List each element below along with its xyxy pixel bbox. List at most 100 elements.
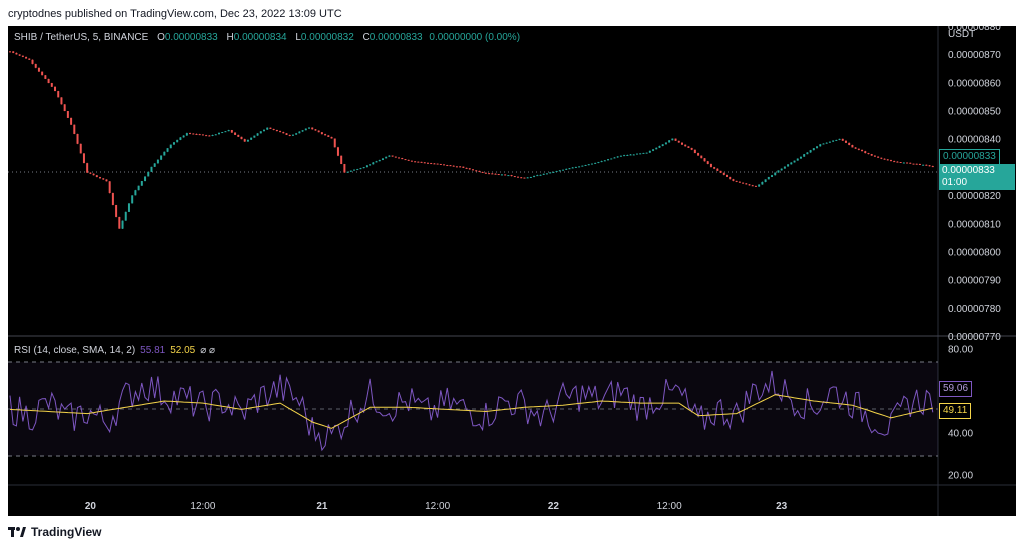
candle	[488, 173, 491, 175]
symbol-name[interactable]: SHIB / TetherUS, 5, BINANCE	[14, 32, 149, 43]
candle	[410, 160, 413, 162]
chart-frame[interactable]: 0.00000880 0.00000870 0.00000860 0.00000850…	[8, 26, 1016, 516]
candle	[102, 178, 105, 180]
candle	[491, 173, 494, 175]
tradingview-footer[interactable]: TradingView	[8, 524, 101, 540]
candle	[603, 160, 606, 162]
candle	[799, 156, 802, 159]
candle	[311, 127, 314, 130]
candle	[147, 171, 150, 177]
candle	[459, 166, 462, 168]
candle	[73, 124, 76, 134]
candle	[34, 63, 37, 68]
candle	[124, 211, 127, 221]
candle	[150, 166, 153, 172]
candle	[41, 71, 44, 76]
candle	[169, 144, 172, 149]
candle	[349, 170, 352, 172]
time-axis[interactable]: 20 12:00 21 12:00 22 12:00 23	[85, 501, 788, 512]
candle	[365, 165, 368, 168]
candle	[166, 148, 169, 152]
candle	[626, 154, 629, 156]
candle	[658, 145, 661, 148]
candle	[256, 133, 259, 136]
rsi-sma-line	[9, 394, 933, 429]
candle	[931, 166, 934, 168]
candle	[619, 155, 622, 157]
candle	[539, 174, 542, 176]
candle	[680, 142, 683, 145]
symbol-legend[interactable]: SHIB / TetherUS, 5, BINANCE O0.00000833 …	[14, 32, 520, 43]
candle	[468, 168, 471, 170]
candle	[137, 185, 140, 191]
candle	[877, 156, 880, 158]
chart-canvas[interactable]: 0.00000880 0.00000870 0.00000860 0.00000850…	[8, 26, 1016, 516]
candle	[230, 130, 233, 133]
candle	[597, 161, 600, 163]
tradingview-logo-icon	[8, 527, 26, 537]
candle	[333, 138, 336, 148]
candle	[263, 129, 266, 132]
candle	[899, 161, 902, 163]
candle	[851, 144, 854, 148]
candle	[475, 170, 478, 172]
candle	[160, 155, 163, 160]
candle	[864, 151, 867, 154]
candle	[240, 136, 243, 140]
candle	[594, 162, 597, 164]
candle	[359, 168, 362, 170]
price-axis[interactable]: 0.00000880 0.00000870 0.00000860 0.00000850…	[948, 26, 1001, 343]
candle	[758, 184, 761, 187]
candle	[928, 165, 931, 167]
candle	[896, 161, 899, 163]
candle	[404, 159, 407, 161]
candle	[664, 142, 667, 145]
candle	[343, 164, 346, 173]
rsi-legend[interactable]: RSI (14, close, SMA, 14, 2) 55.81 52.05 ⌀ ⌀	[14, 345, 215, 356]
candle	[25, 56, 28, 59]
candle	[761, 181, 764, 185]
low-label: L	[295, 32, 301, 43]
candle	[198, 134, 201, 136]
candle	[439, 163, 442, 165]
candle	[436, 163, 439, 165]
candle	[484, 172, 487, 174]
candle	[237, 134, 240, 137]
rsi-value: 55.81	[140, 345, 166, 356]
candle	[208, 135, 211, 137]
candle	[266, 127, 269, 130]
candle	[922, 164, 925, 166]
candle	[494, 173, 497, 175]
candle	[844, 140, 847, 143]
candle	[320, 132, 323, 135]
candle	[430, 163, 433, 165]
candle	[870, 154, 873, 156]
candle	[764, 179, 767, 182]
candle	[780, 168, 783, 171]
candle	[578, 166, 581, 168]
candle	[449, 165, 452, 167]
candle	[642, 152, 645, 154]
candle	[822, 143, 825, 145]
rsi-tick-label: 40.00	[948, 429, 973, 440]
candle	[201, 134, 204, 136]
rsi-axis[interactable]: 80.00 40.00 20.00	[948, 345, 973, 482]
candle	[835, 139, 838, 141]
change-value: 0.00000000 (0.00%)	[429, 32, 521, 43]
candle	[372, 162, 375, 165]
candle	[66, 111, 69, 118]
candle	[250, 137, 253, 140]
candle	[684, 144, 687, 147]
candle	[568, 168, 571, 170]
price-axis-currency: USDT	[948, 29, 975, 40]
candle	[192, 133, 195, 135]
candle	[153, 163, 156, 167]
candle	[610, 158, 613, 160]
candle	[259, 131, 262, 134]
time-tick-label: 12:00	[190, 501, 215, 512]
candle	[497, 174, 500, 176]
candle	[562, 169, 565, 171]
rsi-title[interactable]: RSI (14, close, SMA, 14, 2)	[14, 345, 136, 356]
candle	[504, 174, 507, 176]
candle	[616, 156, 619, 158]
